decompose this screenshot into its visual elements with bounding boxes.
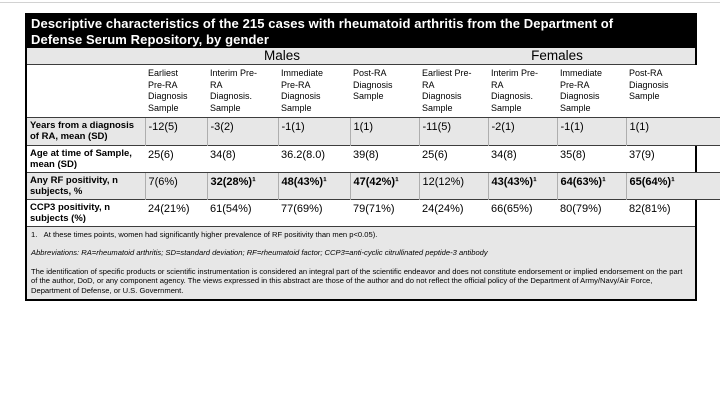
cell-value: 25(6) xyxy=(145,144,207,172)
cell-value: -12(5) xyxy=(144,116,207,145)
cell-value: 25(6) xyxy=(419,144,488,172)
cell-value: 77(69%) xyxy=(278,198,350,226)
page-top-rule xyxy=(0,2,720,3)
cell-value: 80(79%) xyxy=(557,198,626,226)
col-header-females-interim: Interim Pre- RA Diagnosis. Sample xyxy=(488,65,557,117)
cell-value: 1(1) xyxy=(625,116,720,145)
males-group-header: Males xyxy=(263,48,300,63)
ra-characteristics-table: Descriptive characteristics of the 215 c… xyxy=(25,13,720,302)
table-row-age-at-sample: Age at time of Sample, mean (SD) 25(6) 3… xyxy=(27,144,720,172)
col-header-females-immediate: Immediate Pre-RA Diagnosis Sample xyxy=(557,65,626,117)
cell-value: 24(21%) xyxy=(145,198,207,226)
cell-value-significant: 32(28%)¹ xyxy=(206,171,278,199)
group-header-spacer xyxy=(27,48,145,64)
cell-value: 36.2(8.0) xyxy=(278,144,350,172)
footnote-abbreviations: Abbreviations: RA=rheumatoid arthritis; … xyxy=(31,248,488,258)
footnote-significance: 1. At these times points, women had sign… xyxy=(31,230,378,239)
females-group-header: Females xyxy=(531,48,583,63)
cell-value: 12(12%) xyxy=(418,171,488,199)
row-label: Any RF positivity, n subjects, % xyxy=(27,171,145,199)
cell-value-significant: 65(64%)¹ xyxy=(625,171,720,199)
cell-value: 35(8) xyxy=(557,144,626,172)
cell-value: 82(81%) xyxy=(626,198,720,226)
cell-value: -1(1) xyxy=(556,116,626,145)
row-label: Age at time of Sample, mean (SD) xyxy=(27,144,145,172)
col-header-females-earliest: Earliest Pre- RA Diagnosis Sample xyxy=(419,65,488,117)
table-row-years-from-diagnosis: Years from a diagnosis of RA, mean (SD) … xyxy=(27,116,720,145)
cell-value: -11(5) xyxy=(418,116,488,145)
cell-value: -2(1) xyxy=(487,116,557,145)
col-header-males-earliest: Earliest Pre-RA Diagnosis Sample xyxy=(145,65,207,117)
cell-value: 37(9) xyxy=(626,144,720,172)
col-header-males-interim: Interim Pre- RA Diagnosis. Sample xyxy=(207,65,278,117)
col-header-males-immediate: Immediate Pre-RA Diagnosis Sample xyxy=(278,65,350,117)
column-header-row: Earliest Pre-RA Diagnosis Sample Interim… xyxy=(27,65,720,117)
table-row-rf-positivity: Any RF positivity, n subjects, % 7(6%) 3… xyxy=(27,171,720,199)
footnote-disclaimer: The identification of specific products … xyxy=(31,266,683,295)
data-table: Earliest Pre-RA Diagnosis Sample Interim… xyxy=(27,65,720,226)
cell-value: 39(8) xyxy=(350,144,419,172)
cell-value: 34(8) xyxy=(488,144,557,172)
col-header-females-post: Post-RA Diagnosis Sample xyxy=(626,65,720,117)
cell-value: 66(65%) xyxy=(488,198,557,226)
cell-value: 1(1) xyxy=(349,116,419,145)
col-header-males-post: Post-RA Diagnosis Sample xyxy=(350,65,419,117)
row-label: CCP3 positivity, n subjects (%) xyxy=(27,198,145,226)
table-title: Descriptive characteristics of the 215 c… xyxy=(27,15,695,48)
cell-value: -1(1) xyxy=(277,116,350,145)
row-label: Years from a diagnosis of RA, mean (SD) xyxy=(27,116,145,145)
cell-value-significant: 64(63%)¹ xyxy=(556,171,626,199)
cell-value-significant: 43(43%)¹ xyxy=(487,171,557,199)
cell-value: 79(71%) xyxy=(350,198,419,226)
table-row-ccp3-positivity: CCP3 positivity, n subjects (%) 24(21%) … xyxy=(27,198,720,226)
row-label-column-header xyxy=(27,65,145,117)
cell-value: 7(6%) xyxy=(144,171,207,199)
cell-value: 34(8) xyxy=(207,144,278,172)
cell-value: 24(24%) xyxy=(419,198,488,226)
footnote-block: 1. At these times points, women had sign… xyxy=(27,226,695,300)
gender-group-header-row: Males Females xyxy=(27,48,695,65)
cell-value: 61(54%) xyxy=(207,198,278,226)
cell-value: -3(2) xyxy=(206,116,278,145)
cell-value-significant: 47(42%)¹ xyxy=(349,171,419,199)
cell-value-significant: 48(43%)¹ xyxy=(277,171,350,199)
